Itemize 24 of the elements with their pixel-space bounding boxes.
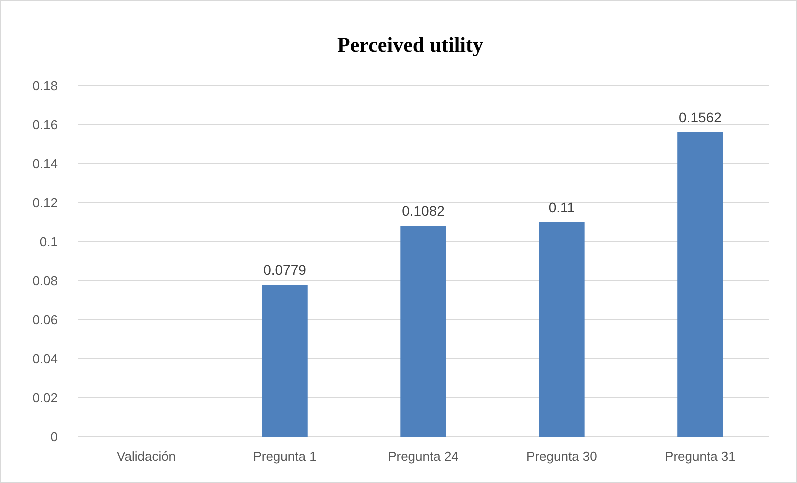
x-tick-label: Pregunta 24	[388, 449, 459, 464]
chart-title: Perceived utility	[338, 33, 484, 57]
x-tick-label: Pregunta 1	[253, 449, 317, 464]
bar	[678, 132, 724, 437]
bar	[400, 226, 446, 437]
y-tick-label: 0.14	[32, 156, 58, 172]
y-tick-label: 0.16	[32, 118, 58, 133]
x-tick-label: Pregunta 30	[526, 449, 598, 464]
y-tick-label: 0.1	[40, 234, 58, 250]
bar	[262, 285, 308, 437]
y-tick-label: 0.12	[32, 196, 58, 211]
y-tick-label: 0.02	[32, 390, 58, 406]
x-tick-label: Pregunta 31	[665, 449, 736, 464]
y-tick-label: 0.08	[32, 274, 58, 289]
y-tick-label: 0.06	[32, 312, 58, 328]
y-tick-label: 0	[50, 430, 58, 445]
data-label: 0.11	[548, 200, 576, 216]
data-label: 0.0779	[264, 262, 307, 278]
bar	[539, 222, 585, 437]
x-tick-label: Validación	[117, 449, 176, 464]
data-label: 0.1562	[679, 109, 722, 126]
y-tick-label: 0.04	[32, 352, 58, 367]
y-tick-label: 0.18	[32, 78, 58, 94]
data-label: 0.1082	[402, 203, 446, 220]
